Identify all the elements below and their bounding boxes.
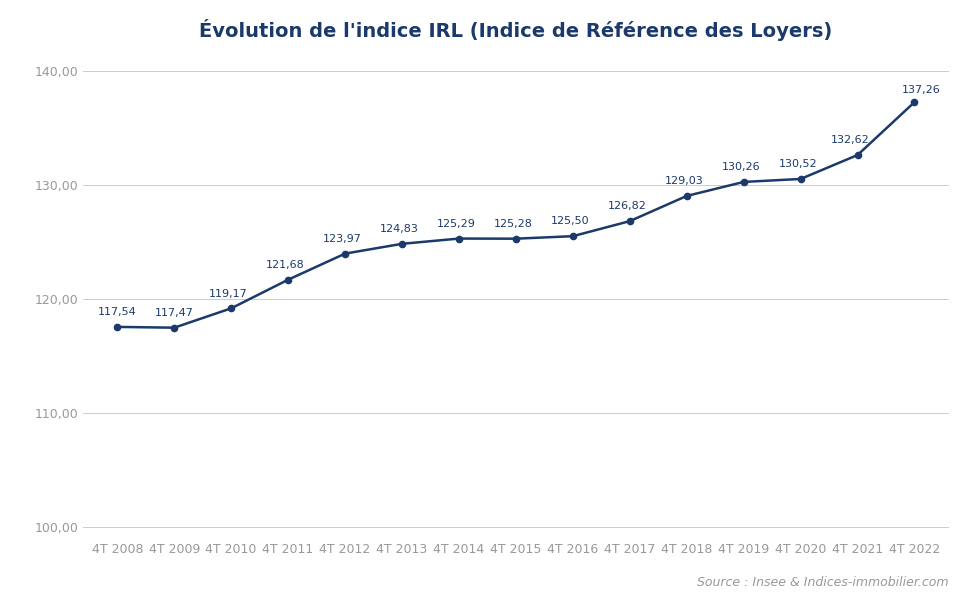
Text: 137,26: 137,26 bbox=[901, 85, 940, 95]
Text: 124,83: 124,83 bbox=[379, 224, 418, 234]
Text: 125,28: 125,28 bbox=[493, 219, 532, 229]
Text: 119,17: 119,17 bbox=[209, 289, 247, 298]
Text: Source : Insee & Indices-immobilier.com: Source : Insee & Indices-immobilier.com bbox=[697, 576, 948, 589]
Text: 117,47: 117,47 bbox=[154, 308, 193, 318]
Text: 130,52: 130,52 bbox=[778, 159, 817, 169]
Text: 130,26: 130,26 bbox=[721, 162, 759, 172]
Text: 129,03: 129,03 bbox=[664, 176, 702, 186]
Text: 123,97: 123,97 bbox=[322, 234, 361, 244]
Text: 132,62: 132,62 bbox=[830, 135, 870, 145]
Title: Évolution de l'indice IRL (Indice de Référence des Loyers): Évolution de l'indice IRL (Indice de Réf… bbox=[199, 19, 831, 41]
Text: 117,54: 117,54 bbox=[98, 307, 137, 317]
Text: 125,50: 125,50 bbox=[550, 216, 589, 227]
Text: 126,82: 126,82 bbox=[607, 202, 646, 212]
Text: 121,68: 121,68 bbox=[266, 260, 305, 270]
Text: 125,29: 125,29 bbox=[437, 219, 475, 229]
